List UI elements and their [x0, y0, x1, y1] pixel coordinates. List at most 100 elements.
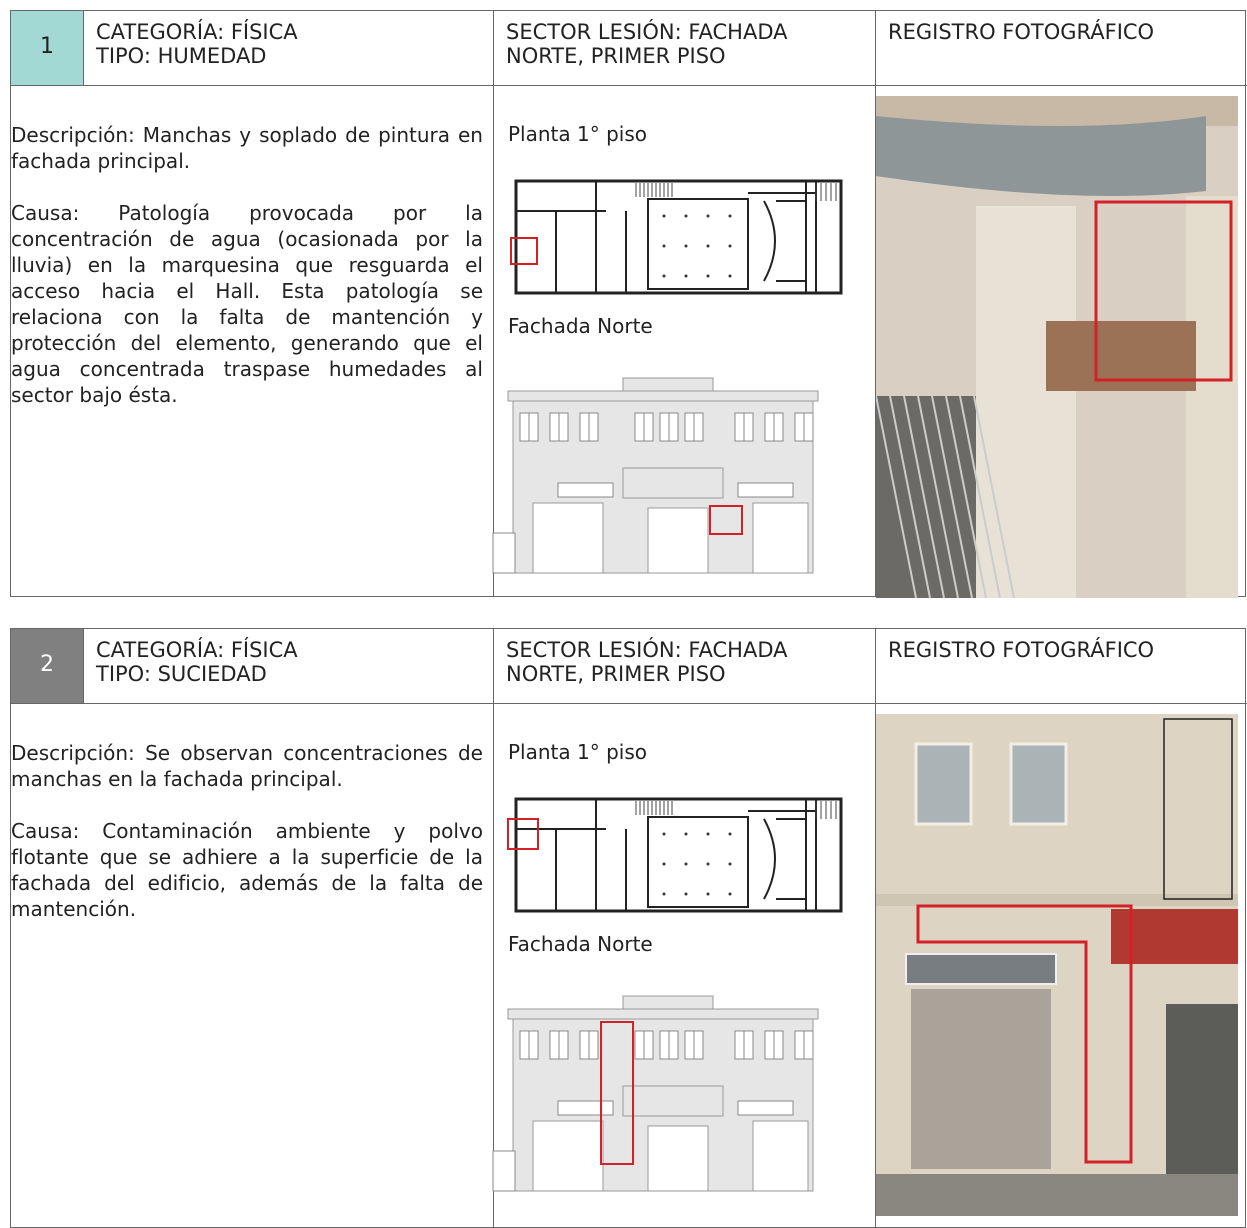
drawing-part: [706, 214, 710, 218]
drawing-part: [959, 395, 1001, 598]
drawing-part: [728, 274, 732, 278]
drawing-part: [662, 862, 666, 866]
drawing-part: [709, 505, 743, 535]
drawing-part: [510, 237, 538, 265]
description: Descripción: Se observan concentraciones…: [11, 741, 483, 791]
category: CATEGORÍA: FÍSICA: [96, 20, 298, 44]
drawing-part: [507, 390, 819, 402]
drawing-part: [492, 1150, 516, 1192]
drawing-part: [889, 395, 931, 598]
description-cell: Descripción: Manchas y soplado de pintur…: [11, 86, 494, 596]
photo: [876, 714, 1238, 1216]
drawing-part: [706, 832, 710, 836]
drawing-part: [737, 1100, 794, 1116]
drawing-part: [532, 1120, 604, 1192]
sector-cell: SECTOR LESIÓN: FACHADA NORTE, PRIMER PISO: [494, 629, 876, 704]
plan-label: Planta 1° piso: [508, 740, 647, 764]
record-card: 1 CATEGORÍA: FÍSICA TIPO: HUMEDAD SECTOR LE…: [10, 10, 1247, 598]
drawing-part: [662, 274, 666, 278]
drawing-part: [684, 862, 688, 866]
sector-line: SECTOR LESIÓN: FACHADA: [506, 638, 788, 662]
drawing-part: [706, 862, 710, 866]
drawing-part: [647, 507, 709, 574]
sector-cell: SECTOR LESIÓN: FACHADA NORTE, PRIMER PISO: [494, 11, 876, 86]
floor-plan: [507, 797, 843, 913]
drawing-part: [1186, 196, 1238, 598]
cause: Causa: Patología provocada por la concen…: [11, 201, 483, 407]
drawing-part: [514, 179, 843, 295]
drawing-part: [737, 482, 794, 498]
drawing-part: [903, 395, 945, 598]
drawing-part: [684, 274, 688, 278]
drawing-part: [647, 198, 749, 290]
drawing-part: [662, 892, 666, 896]
type: TIPO: HUMEDAD: [96, 44, 267, 68]
facade-label: Fachada Norte: [508, 932, 653, 956]
drawing-part: [917, 395, 959, 598]
drawing-part: [973, 395, 1015, 598]
type: TIPO: SUCIEDAD: [96, 662, 267, 686]
drawing-part: [1009, 742, 1068, 826]
drawing-part: [492, 532, 516, 574]
facade-drawing: [492, 377, 819, 574]
drawing-part: [905, 953, 1057, 985]
drawing-part: [728, 832, 732, 836]
drawing-part: [557, 1100, 614, 1116]
photo-header: REGISTRO FOTOGRÁFICO: [876, 629, 1247, 704]
plan-label: Planta 1° piso: [508, 122, 647, 146]
drawing-part: [507, 1008, 819, 1020]
drawing-part: [684, 832, 688, 836]
sector-line: NORTE, PRIMER PISO: [506, 44, 726, 68]
drawing-part: [911, 989, 1051, 1169]
facade-label: Fachada Norte: [508, 314, 653, 338]
drawing-part: [752, 1120, 809, 1192]
drawing-part: [622, 467, 724, 499]
category: CATEGORÍA: FÍSICA: [96, 638, 298, 662]
drawing-part: [763, 200, 776, 282]
drawing-part: [706, 274, 710, 278]
drawing-part: [728, 892, 732, 896]
drawing-part: [684, 214, 688, 218]
drawing-part: [931, 395, 973, 598]
drawing-part: [706, 892, 710, 896]
drawing-part: [945, 395, 987, 598]
cause: Causa: Contaminación ambiente y polvo fl…: [11, 819, 483, 921]
drawing-part: [752, 502, 809, 574]
drawing-part: [684, 892, 688, 896]
drawing-part: [728, 244, 732, 248]
drawing-part: [532, 502, 604, 574]
drawing-part: [728, 862, 732, 866]
drawing-part: [662, 214, 666, 218]
drawing-part: [514, 797, 843, 913]
drawing-part: [507, 818, 539, 850]
category-cell: CATEGORÍA: FÍSICA TIPO: HUMEDAD: [84, 11, 494, 86]
description-cell: Descripción: Se observan concentraciones…: [11, 704, 494, 1227]
record-card: 2 CATEGORÍA: FÍSICA TIPO: SUCIEDAD SECTOR L…: [10, 628, 1247, 1228]
drawing-part: [976, 206, 1076, 598]
drawing-part: [662, 832, 666, 836]
category-cell: CATEGORÍA: FÍSICA TIPO: SUCIEDAD: [84, 629, 494, 704]
drawing-part: [622, 1085, 724, 1117]
drawing-part: [916, 904, 1133, 1164]
drawing-part: [647, 1125, 709, 1192]
drawings-cell: Planta 1° piso Fachada Norte: [494, 704, 876, 1227]
record-number: 1: [11, 11, 84, 86]
drawings-cell: Planta 1° piso Fachada Norte: [494, 86, 876, 596]
drawing-part: [876, 116, 1206, 196]
facade-drawing: [492, 995, 819, 1192]
floor-plan: [510, 179, 843, 295]
drawing-part: [914, 742, 973, 826]
description: Descripción: Manchas y soplado de pintur…: [11, 123, 483, 173]
drawing-part: [557, 482, 614, 498]
drawing-part: [728, 214, 732, 218]
drawing-part: [876, 1174, 1238, 1216]
sector-line: SECTOR LESIÓN: FACHADA: [506, 20, 788, 44]
drawing-part: [706, 244, 710, 248]
drawing-part: [600, 1021, 634, 1165]
drawing-part: [647, 816, 749, 908]
drawing-part: [1163, 718, 1233, 900]
photo-header: REGISTRO FOTOGRÁFICO: [876, 11, 1247, 86]
photo: [876, 96, 1238, 598]
drawing-part: [662, 244, 666, 248]
